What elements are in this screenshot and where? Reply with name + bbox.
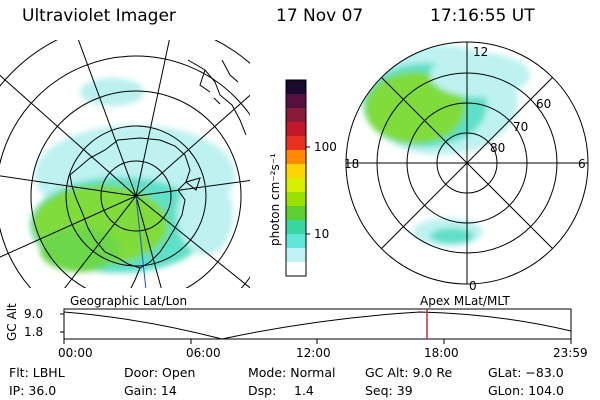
- colorbar-cell: [286, 220, 306, 235]
- colorbar-tick-10: 10: [314, 227, 330, 241]
- dsp-label: Dsp:: [248, 383, 277, 398]
- geographic-map: [0, 40, 250, 288]
- colorbar-cell: [286, 192, 306, 207]
- time-tick-0000: 00:00: [58, 346, 93, 360]
- colorbar-cell: [286, 80, 306, 95]
- glon-status: GLon: 104.0: [488, 383, 564, 398]
- instrument-title: Ultraviolet Imager: [22, 6, 176, 26]
- colorbar: [285, 79, 310, 277]
- seq-status: Seq: 39: [365, 383, 413, 398]
- left-meridians: [0, 40, 250, 288]
- right-map-caption: Apex MLat/MLT: [420, 294, 510, 308]
- gc-alt-status: GC Alt: 9.0 Re: [365, 365, 453, 380]
- dsp-value: 1.4: [294, 383, 314, 398]
- time-tick-0600: 06:00: [186, 346, 221, 360]
- left-lat-rings: [0, 40, 250, 288]
- aurora-left: [30, 78, 235, 273]
- altitude-plot: [60, 308, 572, 344]
- time-label: 17:16:55 UT: [430, 6, 535, 26]
- mlt-label-top: 12: [473, 45, 489, 59]
- colorbar-cell: [286, 248, 306, 263]
- aurora-right: [362, 45, 530, 246]
- apex-map: [345, 41, 589, 285]
- colorbar-cell: [286, 136, 306, 151]
- left-map-caption: Geographic Lat/Lon: [70, 294, 188, 308]
- colorbar-cell: [286, 164, 306, 179]
- time-tick-2359: 23:59: [553, 346, 588, 360]
- colorbar-cell: [286, 108, 306, 123]
- gain-status: Gain: 14: [124, 383, 177, 398]
- colorbar-cell: [286, 122, 306, 137]
- colorbar-cell: [286, 262, 306, 277]
- mlt-label-bottom: 0: [469, 279, 477, 293]
- colorbar-cell: [286, 206, 306, 221]
- local-meridian: [135, 195, 147, 288]
- altitude-ytick-high: 9.0: [24, 307, 44, 321]
- lat-label-80: 80: [490, 141, 506, 155]
- lat-label-70: 70: [513, 120, 529, 134]
- colorbar-tick-100: 100: [314, 140, 337, 154]
- glat-status: GLat: −83.0: [488, 365, 564, 380]
- mlt-label-left: 18: [344, 157, 360, 171]
- colorbar-cell: [286, 150, 306, 165]
- colorbar-cell: [286, 94, 306, 109]
- filter-status: Flt: LBHL: [9, 365, 65, 380]
- date-label: 17 Nov 07: [276, 6, 364, 26]
- door-status: Door: Open: [124, 365, 196, 380]
- time-tick-1200: 12:00: [296, 346, 331, 360]
- colorbar-unit-label: photon cm⁻²s⁻¹: [268, 153, 282, 246]
- lat-label-60: 60: [536, 97, 552, 111]
- colorbar-cell: [286, 178, 306, 193]
- mlt-label-right: 6: [578, 157, 586, 171]
- time-tick-1800: 18:00: [424, 346, 459, 360]
- ip-status: IP: 36.0: [9, 383, 57, 398]
- mode-status: Mode: Normal: [248, 365, 336, 380]
- colorbar-cell: [286, 234, 306, 249]
- altitude-ylabel: GC Alt: [5, 303, 19, 341]
- altitude-ytick-low: 1.8: [24, 325, 44, 339]
- coastlines: [69, 59, 247, 288]
